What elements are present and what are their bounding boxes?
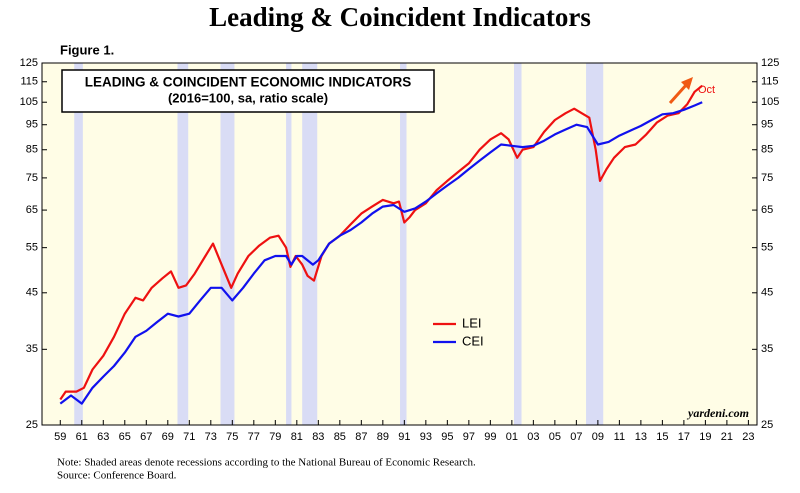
recession-band <box>74 63 83 425</box>
recession-band <box>286 63 292 425</box>
plot-background <box>42 63 757 425</box>
legend-label: CEI <box>462 333 484 348</box>
y-tick-label: 115 <box>761 76 779 88</box>
x-tick-label: 73 <box>205 431 217 443</box>
x-tick-label: 91 <box>398 431 410 443</box>
x-tick-label: 15 <box>656 431 668 443</box>
x-tick-label: 03 <box>527 431 539 443</box>
title-box <box>61 69 435 113</box>
x-tick-label: 97 <box>463 431 475 443</box>
y-tick-label: 35 <box>26 343 38 355</box>
box-subtitle: (2016=100, sa, ratio scale) <box>168 90 328 105</box>
x-tick-label: 77 <box>248 431 260 443</box>
y-tick-label: 85 <box>26 144 38 156</box>
recession-band <box>220 63 235 425</box>
y-tick-label: 85 <box>761 144 773 156</box>
note: Note: Shaded areas denote recessions acc… <box>57 457 476 469</box>
x-tick-label: 11 <box>614 431 625 443</box>
x-tick-label: 67 <box>140 431 152 443</box>
annotation-arrow <box>668 82 689 105</box>
y-tick-label: 25 <box>26 419 38 431</box>
recession-band <box>302 63 318 425</box>
y-tick-label: 75 <box>26 172 38 184</box>
x-tick-label: 05 <box>549 431 561 443</box>
y-tick-label: 55 <box>761 242 773 254</box>
y-tick-label: 35 <box>761 343 773 355</box>
y-tick-label: 45 <box>761 287 773 299</box>
x-tick-label: 85 <box>334 431 346 443</box>
watermark: yardeni.com <box>686 406 749 420</box>
recession-band <box>400 63 407 425</box>
y-tick-label: 65 <box>26 204 38 216</box>
figure-label: Figure 1. <box>60 42 114 57</box>
y-tick-label: 105 <box>20 96 38 108</box>
x-tick-label: 17 <box>678 431 690 443</box>
x-tick-label: 93 <box>420 431 432 443</box>
box-title: LEADING & COINCIDENT ECONOMIC INDICATORS <box>85 75 412 90</box>
x-tick-label: 69 <box>162 431 174 443</box>
x-tick-label: 95 <box>441 431 453 443</box>
y-tick-label: 95 <box>761 119 773 131</box>
series-line <box>59 101 703 405</box>
x-tick-label: 19 <box>699 431 711 443</box>
y-tick-label: 55 <box>26 242 38 254</box>
y-tick-label: 65 <box>761 204 773 216</box>
x-tick-label: 07 <box>570 431 582 443</box>
x-tick-label: 01 <box>506 431 518 443</box>
recession-band <box>514 63 522 425</box>
x-tick-label: 89 <box>377 431 389 443</box>
x-tick-label: 23 <box>742 431 754 443</box>
x-tick-label: 65 <box>119 431 131 443</box>
x-tick-label: 87 <box>355 431 367 443</box>
chart-title: Leading & Coincident Indicators <box>209 2 591 32</box>
x-tick-label: 09 <box>592 431 604 443</box>
y-tick-label: 105 <box>761 96 779 108</box>
y-tick-label: 125 <box>761 57 779 69</box>
x-tick-label: 71 <box>183 431 195 443</box>
x-tick-label: 59 <box>54 431 66 443</box>
series-line <box>59 84 703 401</box>
x-tick-label: 83 <box>312 431 324 443</box>
recession-band <box>586 63 604 425</box>
source: Source: Conference Board. <box>57 470 177 482</box>
x-tick-label: 61 <box>76 431 88 443</box>
y-tick-label: 75 <box>761 172 773 184</box>
annotation-arrowhead <box>681 77 693 90</box>
plot-border <box>41 62 758 426</box>
x-tick-label: 13 <box>635 431 647 443</box>
x-tick-label: 21 <box>721 431 733 443</box>
x-tick-label: 99 <box>484 431 496 443</box>
annotation: Oct <box>698 84 715 96</box>
x-tick-label: 75 <box>226 431 238 443</box>
y-tick-label: 95 <box>26 119 38 131</box>
y-tick-label: 25 <box>761 419 773 431</box>
y-tick-label: 45 <box>26 287 38 299</box>
y-tick-label: 115 <box>20 76 38 88</box>
legend-label: LEI <box>462 315 482 330</box>
x-tick-label: 63 <box>97 431 109 443</box>
x-tick-label: 79 <box>269 431 281 443</box>
x-tick-label: 81 <box>291 431 303 443</box>
recession-band <box>177 63 189 425</box>
y-tick-label: 125 <box>20 57 38 69</box>
